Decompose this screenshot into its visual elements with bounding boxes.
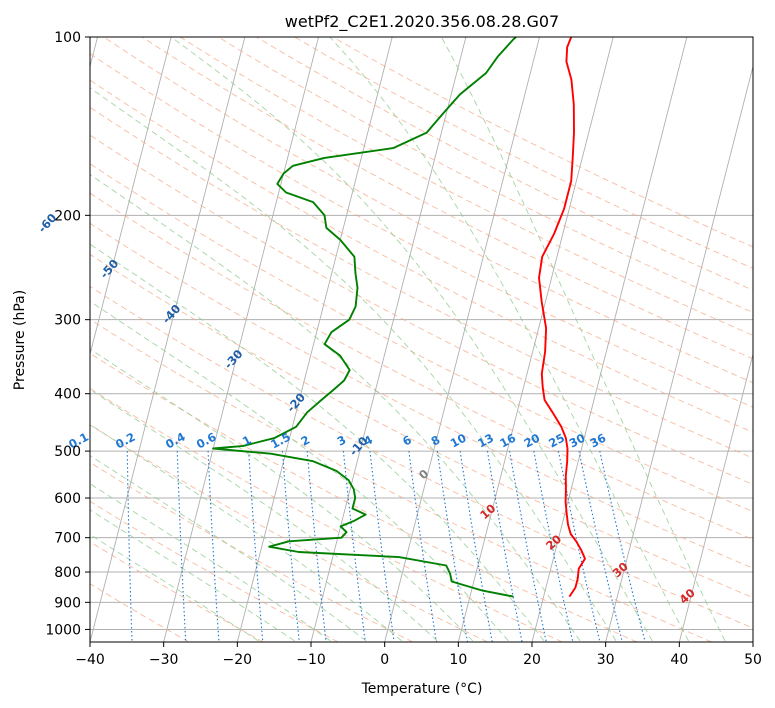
x-axis-label: Temperature (°C) [361,681,483,697]
isotherm-line [531,37,688,642]
moist-adiabat-line [90,173,581,642]
y-axis-label: Pressure (hPa) [12,290,28,390]
dry-adiabat-line [90,222,753,569]
y-tick-label: 800 [54,565,81,581]
mixing-ratio-label: 36 [588,431,609,451]
y-tick-label: 400 [54,387,81,403]
dry-adiabat-line [90,79,753,433]
moist-adiabat-line [329,37,689,642]
moist-adiabat-line [90,87,617,642]
mixing-ratio-line [281,451,300,642]
x-tick-label: −30 [149,652,179,668]
mixing-ratio-line [599,450,646,642]
dry-adiabat-line [90,318,712,642]
y-tick-label: 200 [54,208,81,224]
x-tick-label: 50 [744,652,762,668]
moist-adiabat-line [90,455,367,642]
isotherm-line [605,64,753,642]
ticks-layer: −40 −30 −20 −10 0 10 20 30 40 50 100 200 300 400 500 60… [45,30,762,668]
mixing-ratio-line [578,450,623,642]
y-tick-label: 700 [54,531,81,547]
dry-adiabat-line [90,253,753,599]
chart-title: wetPf2_C2E1.2020.356.08.28.G07 [285,12,559,32]
x-tick-label: −40 [75,652,105,668]
isotherm-line [457,37,614,642]
temperature-line [538,37,586,598]
moist-adiabat-line [90,483,331,642]
moist-adiabat-line [90,243,545,642]
mixing-ratio-line [207,451,220,642]
mixing-ratio-label: 10 [448,431,469,451]
isotherm-line [678,352,753,642]
x-tick-label: 10 [449,652,467,668]
mixing-ratio-line [533,450,574,642]
mixing-ratio-label: 30 [567,431,588,451]
dry-adiabat-line [90,134,753,486]
y-tick-label: 500 [54,444,81,460]
x-tick-label: 30 [597,652,615,668]
mixing-ratio-line [408,451,437,642]
isotherm-line [384,37,540,642]
mixing-ratio-label: 13 [475,431,496,451]
grid-layer [90,37,753,642]
x-tick-label: 40 [670,652,688,668]
mixing-ratio-label: 20 [522,431,543,451]
isotherm-line [163,37,319,642]
dry-adiabat-line [90,106,753,459]
mixing-ratio-line [306,451,327,642]
y-tick-label: 1000 [45,622,81,638]
moist-adiabat-line [170,37,653,642]
mixing-ratio-line [176,451,187,642]
moist-adiabat-line [441,37,726,642]
plot-frame [89,36,754,643]
dry-adiabat-line [90,192,753,541]
moist-adiabat-line [90,388,438,642]
x-tick-label: −10 [296,652,326,668]
y-tick-label: 300 [54,313,81,329]
dry-adiabat-line [90,285,753,629]
y-tick-label: 100 [54,30,81,46]
isotherm-line [90,37,246,642]
mixing-ratio-line [342,451,366,642]
mixing-ratio-line [126,451,133,642]
mixing-ratio-line [436,451,469,642]
mixing-ratio-line [248,451,264,642]
x-tick-label: −20 [223,652,253,668]
x-tick-label: 0 [380,652,389,668]
mixing-ratio-label: 16 [497,431,518,451]
mixing-ratio-line [557,450,601,642]
dewpoint-line [212,37,517,598]
isotherm-line [90,37,172,357]
y-tick-label: 600 [54,491,81,507]
x-tick-label: 20 [523,652,541,668]
series-layer [212,37,586,598]
mixing-ratio-line [369,451,395,642]
dry-adiabat-line [90,461,414,642]
y-tick-label: 900 [54,595,81,611]
isotherm-line [236,37,393,642]
mixing-ratio-label: 25 [546,431,567,451]
